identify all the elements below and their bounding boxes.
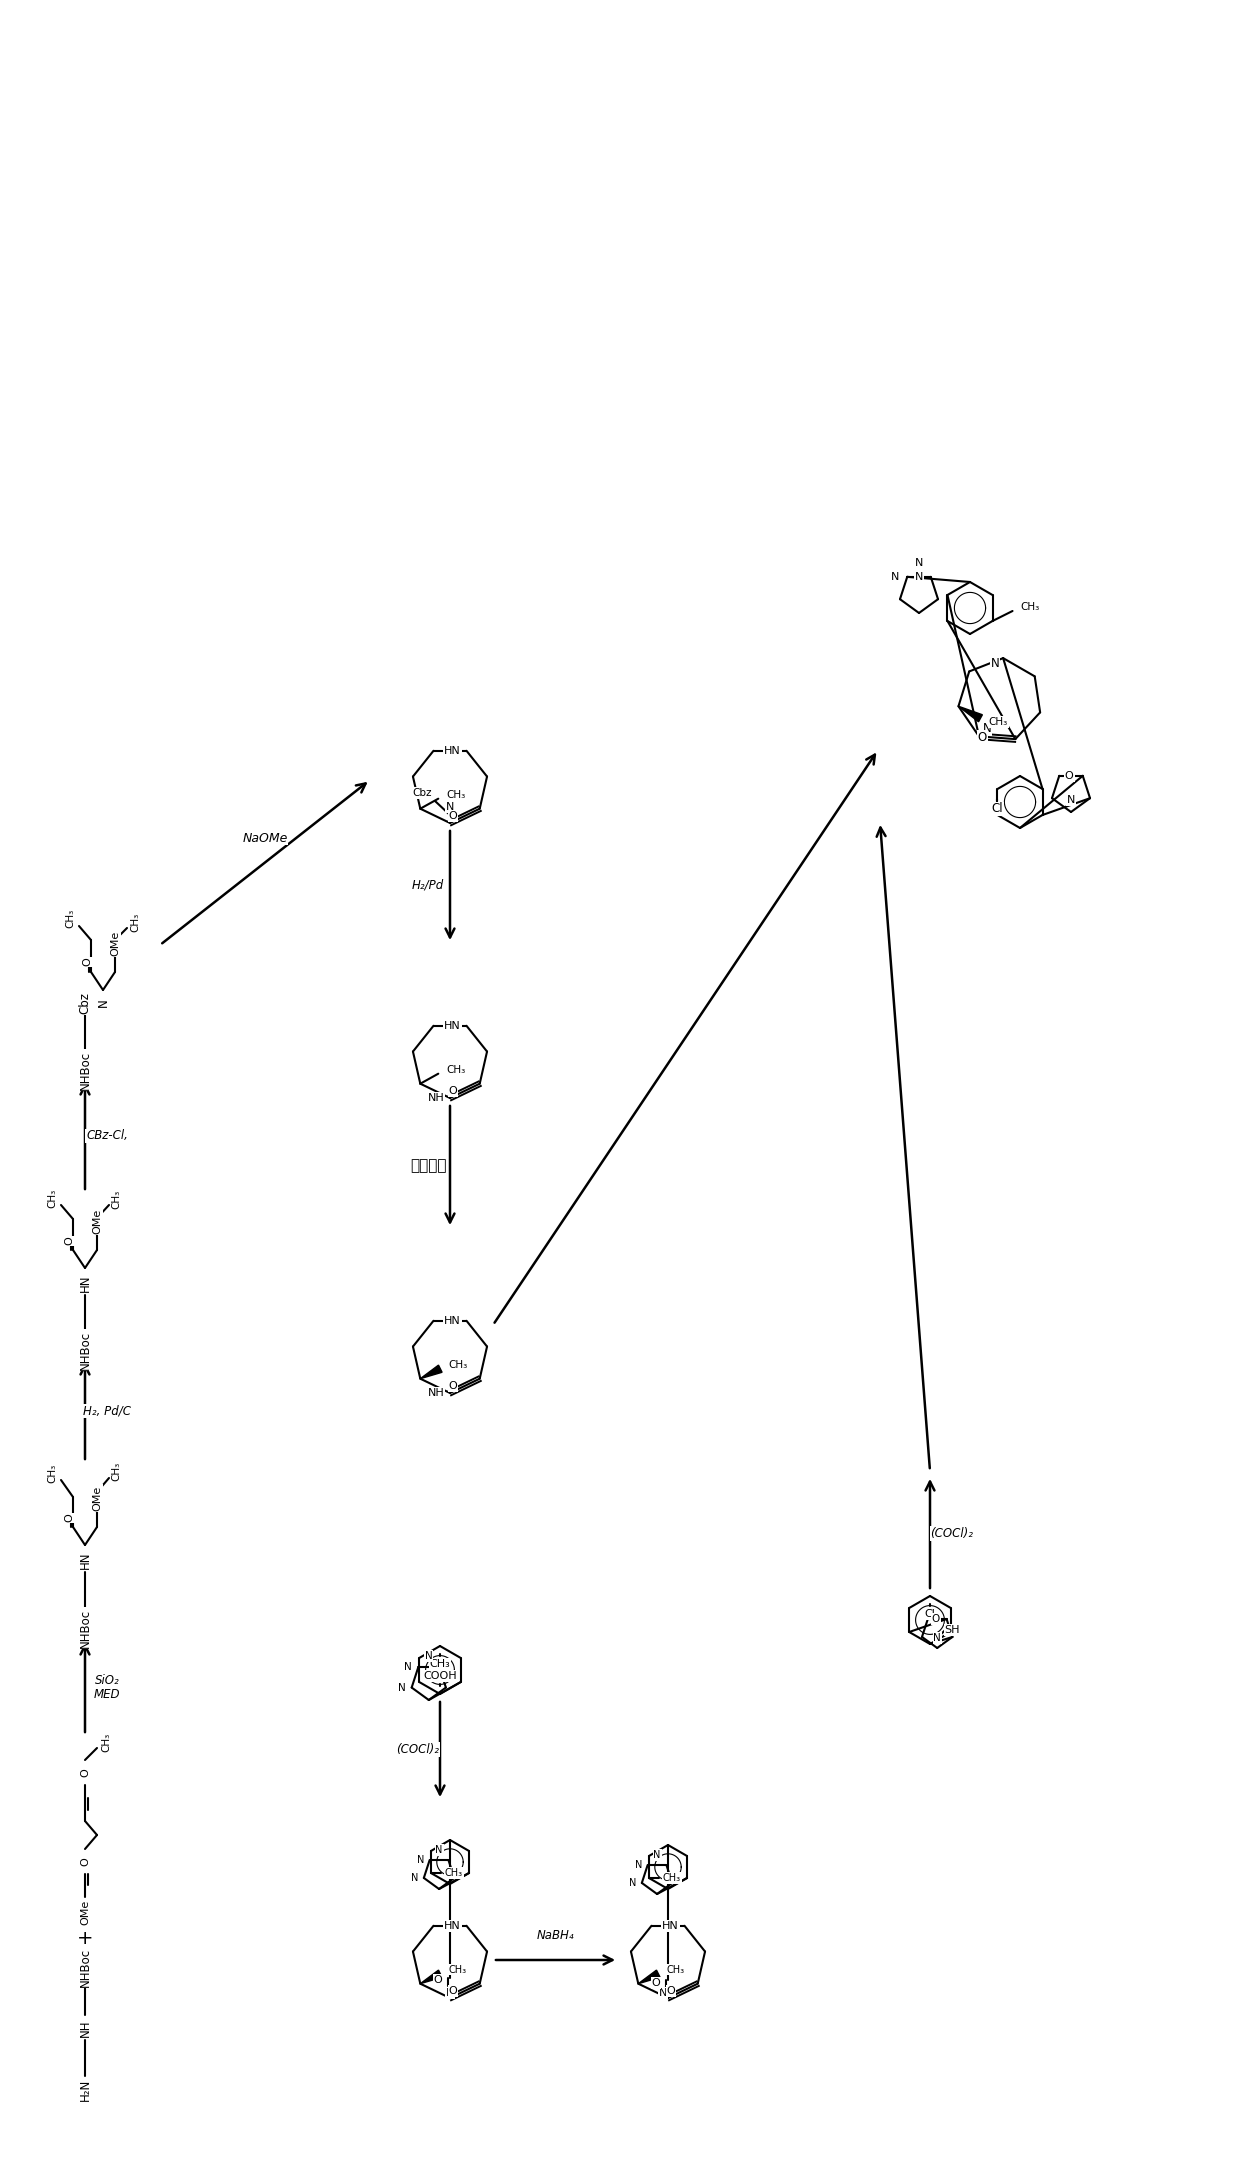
Text: HN: HN <box>444 1020 461 1031</box>
Text: N: N <box>658 1989 667 1997</box>
Text: O: O <box>977 731 987 744</box>
Text: N: N <box>915 559 924 567</box>
Text: CH₃: CH₃ <box>988 718 1008 727</box>
Text: H₂, Pd/C: H₂, Pd/C <box>83 1404 131 1417</box>
Text: NHBoc: NHBoc <box>78 1609 92 1648</box>
Text: O: O <box>449 1085 458 1096</box>
Text: OMe: OMe <box>81 1900 91 1924</box>
Text: N: N <box>435 1844 443 1855</box>
Text: CH₃: CH₃ <box>64 908 74 928</box>
Text: NHBoc: NHBoc <box>78 1331 92 1370</box>
Text: O: O <box>64 1236 74 1245</box>
Text: NH: NH <box>428 1094 444 1102</box>
Text: N: N <box>629 1879 636 1887</box>
Text: CH₃: CH₃ <box>130 912 140 932</box>
Text: Cbz: Cbz <box>78 992 92 1014</box>
Text: N: N <box>425 1650 433 1661</box>
Text: O: O <box>449 1987 458 1995</box>
Text: O: O <box>652 1978 661 1989</box>
Text: (COCl)₂: (COCl)₂ <box>397 1743 439 1756</box>
Text: CH₃: CH₃ <box>112 1462 122 1480</box>
Text: N: N <box>412 1872 419 1883</box>
Text: CH₃: CH₃ <box>47 1189 57 1208</box>
Text: CH₃: CH₃ <box>1021 602 1040 613</box>
Text: CH₃: CH₃ <box>100 1732 112 1751</box>
Text: NaBH₄: NaBH₄ <box>537 1928 574 1941</box>
Text: CH₃: CH₃ <box>47 1462 57 1482</box>
Text: N: N <box>934 1633 941 1644</box>
Text: CH₃: CH₃ <box>663 1872 681 1883</box>
Text: 手性拆分: 手性拆分 <box>409 1158 446 1173</box>
Polygon shape <box>959 705 982 723</box>
Text: Cl: Cl <box>925 1609 935 1620</box>
Text: OMe: OMe <box>110 930 120 956</box>
Text: NH: NH <box>78 2019 92 2036</box>
Text: N: N <box>635 1859 642 1870</box>
Text: N: N <box>991 656 999 669</box>
Text: N: N <box>1066 796 1075 805</box>
Text: HN: HN <box>662 1920 678 1931</box>
Text: O: O <box>82 958 92 966</box>
Text: O: O <box>449 1380 458 1391</box>
Text: H₂/Pd: H₂/Pd <box>412 880 444 893</box>
Text: SH: SH <box>945 1624 960 1635</box>
Text: N: N <box>446 802 454 811</box>
Text: CH₃: CH₃ <box>446 1066 465 1074</box>
Text: O: O <box>666 1987 676 1995</box>
Text: CH₃: CH₃ <box>112 1189 122 1208</box>
Text: HN: HN <box>78 1551 92 1568</box>
Text: CH₃: CH₃ <box>446 789 465 800</box>
Text: HN: HN <box>444 1920 461 1931</box>
Text: O: O <box>81 1857 91 1866</box>
Text: O: O <box>434 1976 443 1984</box>
Text: CH₃: CH₃ <box>445 1868 463 1879</box>
Text: O: O <box>1065 770 1074 781</box>
Text: Cbz: Cbz <box>413 787 432 798</box>
Text: N: N <box>398 1682 405 1693</box>
Text: CH₃: CH₃ <box>449 1965 466 1974</box>
Text: N: N <box>982 723 991 736</box>
Text: CBz-Cl,: CBz-Cl, <box>86 1130 128 1143</box>
Text: Cl: Cl <box>992 802 1003 815</box>
Text: COOH: COOH <box>423 1672 456 1680</box>
Text: CH₃: CH₃ <box>449 1359 467 1370</box>
Text: NaOMe: NaOMe <box>242 830 288 846</box>
Text: N: N <box>915 572 923 582</box>
Text: N: N <box>446 1989 454 1997</box>
Text: NHBoc: NHBoc <box>78 1050 92 1089</box>
Polygon shape <box>420 1969 443 1984</box>
Text: CH₃: CH₃ <box>429 1659 450 1670</box>
Text: HN: HN <box>444 1316 461 1327</box>
Text: NH: NH <box>428 1387 444 1398</box>
Polygon shape <box>420 1365 443 1378</box>
Text: OMe: OMe <box>92 1486 102 1510</box>
Text: N: N <box>97 999 109 1007</box>
Text: +: + <box>77 1928 93 1948</box>
Text: O: O <box>931 1613 940 1624</box>
Text: NHBoc: NHBoc <box>78 1948 92 1987</box>
Text: SiO₂
MED: SiO₂ MED <box>94 1674 120 1702</box>
Text: N: N <box>404 1663 412 1672</box>
Text: OMe: OMe <box>92 1208 102 1234</box>
Text: H₂N: H₂N <box>78 2079 92 2101</box>
Text: (COCl)₂: (COCl)₂ <box>930 1527 973 1540</box>
Text: CH₃: CH₃ <box>666 1965 684 1974</box>
Text: ···: ··· <box>424 1370 433 1380</box>
Text: O: O <box>64 1514 74 1523</box>
Text: HN: HN <box>78 1275 92 1292</box>
Text: HN: HN <box>444 746 461 755</box>
Text: N: N <box>417 1855 424 1866</box>
Text: O: O <box>449 811 458 822</box>
Text: O: O <box>81 1769 91 1777</box>
Polygon shape <box>639 1969 660 1984</box>
Text: N: N <box>653 1851 661 1859</box>
Text: N: N <box>892 572 899 582</box>
